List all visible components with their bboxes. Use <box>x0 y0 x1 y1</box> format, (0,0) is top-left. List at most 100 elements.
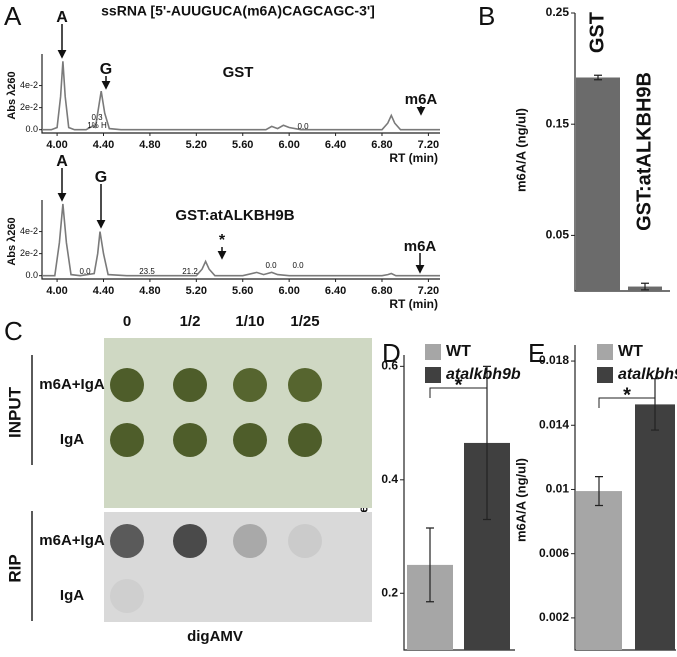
row-label: m6A+IgA <box>39 376 105 393</box>
x-tick-label: 4.40 <box>93 285 114 297</box>
y-tick-label: 0.4 <box>381 472 398 486</box>
axis-line <box>41 200 440 280</box>
blot-dot <box>288 368 322 402</box>
legend-label: WT <box>618 343 643 360</box>
chart-title: GST:atALKBH9B <box>175 207 294 224</box>
category-label: GST <box>586 12 608 53</box>
x-tick-label: 5.60 <box>232 285 253 297</box>
annotation: A <box>56 9 68 26</box>
error-bar <box>641 282 649 291</box>
column-label: 1/25 <box>290 313 319 330</box>
figure-title: ssRNA [5'-AUUGUCA(m6A)CAGCAGC-3'] <box>101 3 375 19</box>
annotation: * <box>219 232 226 249</box>
blot-dot <box>288 423 322 457</box>
annotation: 0.0 <box>265 261 277 270</box>
y-axis-label: m6A/A (ng/ul) <box>513 458 528 542</box>
panel-label: B <box>478 1 495 31</box>
x-axis-label: RT (min) <box>389 297 438 311</box>
y-tick-label: 0.0 <box>25 270 38 280</box>
x-tick-label: 6.40 <box>325 139 346 151</box>
error-bar <box>594 74 602 81</box>
x-axis-label: digAMV <box>187 628 243 645</box>
row-label: IgA <box>60 587 84 604</box>
error-bar <box>595 476 603 507</box>
panel-label: C <box>4 316 23 346</box>
x-tick-label: 7.20 <box>418 285 439 297</box>
significance-bracket <box>598 397 656 408</box>
panel-label: D <box>382 338 401 368</box>
group-label: INPUT <box>5 386 24 438</box>
legend-swatch <box>597 344 613 360</box>
x-tick-label: 6.80 <box>371 139 392 151</box>
annotation: m6A <box>404 238 437 255</box>
x-tick-label: 4.00 <box>46 285 67 297</box>
y-tick-label: 4e-2 <box>20 80 38 90</box>
blot-dot <box>173 423 207 457</box>
blot-dot <box>288 524 322 558</box>
bar <box>576 491 622 650</box>
y-tick-label: 0.0 <box>25 124 38 134</box>
legend-label: atalkbh9b <box>446 366 521 383</box>
x-axis-label: RT (min) <box>389 151 438 165</box>
annotation: 1% H <box>87 121 107 130</box>
blot-dot <box>233 368 267 402</box>
legend-label: WT <box>446 343 471 360</box>
y-tick-label: 0.25 <box>546 5 570 19</box>
x-tick-label: 6.00 <box>278 139 299 151</box>
significance-bracket <box>429 387 488 398</box>
y-tick-label: 0.05 <box>546 228 570 242</box>
annotation: 23.5 <box>139 267 155 276</box>
x-tick-label: 4.00 <box>46 139 67 151</box>
y-axis-label: m6A/A (ng/ul) <box>513 108 528 192</box>
x-tick-label: 6.80 <box>371 285 392 297</box>
y-tick-label: 2e-2 <box>20 102 38 112</box>
annotation: 0.0 <box>79 267 91 276</box>
x-tick-label: 4.40 <box>93 139 114 151</box>
x-tick-label: 7.20 <box>418 139 439 151</box>
axis-line <box>41 54 440 134</box>
bar <box>576 77 620 291</box>
annotation: 21.2 <box>182 267 198 276</box>
y-tick-label: 0.2 <box>381 585 398 599</box>
x-tick-label: 5.60 <box>232 139 253 151</box>
y-axis-label: Abs λ260 <box>6 217 18 265</box>
bar <box>635 404 675 650</box>
legend-swatch <box>425 344 441 360</box>
column-label: 0 <box>123 313 131 330</box>
x-tick-label: 6.40 <box>325 285 346 297</box>
blot-dot <box>110 368 144 402</box>
blot-rip <box>104 512 372 622</box>
trace <box>42 61 440 131</box>
x-tick-label: 5.20 <box>186 285 207 297</box>
blot-dot <box>173 368 207 402</box>
blot-dot <box>110 579 144 613</box>
row-label: IgA <box>60 431 84 448</box>
legend-label: atalkbh9b <box>618 366 677 383</box>
significance-label: * <box>455 374 463 396</box>
annotation: 0.0 <box>297 122 309 131</box>
y-tick-label: 2e-2 <box>20 248 38 258</box>
category-label: GST:atALKBH9B <box>633 72 655 231</box>
blot-dot <box>110 423 144 457</box>
y-tick-label: 0.014 <box>539 417 569 431</box>
x-tick-label: 4.80 <box>139 139 160 151</box>
blot-input <box>104 338 372 508</box>
annotation: G <box>95 169 107 186</box>
annotation: m6A <box>405 91 438 108</box>
y-tick-label: 4e-2 <box>20 226 38 236</box>
blot-dot <box>233 423 267 457</box>
column-label: 1/2 <box>180 313 201 330</box>
annotation: 0.3 <box>91 113 103 122</box>
x-tick-label: 6.00 <box>278 285 299 297</box>
chart-title: GST <box>223 64 254 81</box>
y-tick-label: 0.01 <box>546 482 570 496</box>
error-bar <box>426 527 434 603</box>
annotation: A <box>56 153 68 170</box>
column-label: 1/10 <box>235 313 264 330</box>
y-tick-label: 0.15 <box>546 116 570 130</box>
panel-label: A <box>4 1 22 31</box>
legend-swatch <box>597 367 613 383</box>
x-tick-label: 4.80 <box>139 285 160 297</box>
group-label: RIP <box>5 554 24 582</box>
